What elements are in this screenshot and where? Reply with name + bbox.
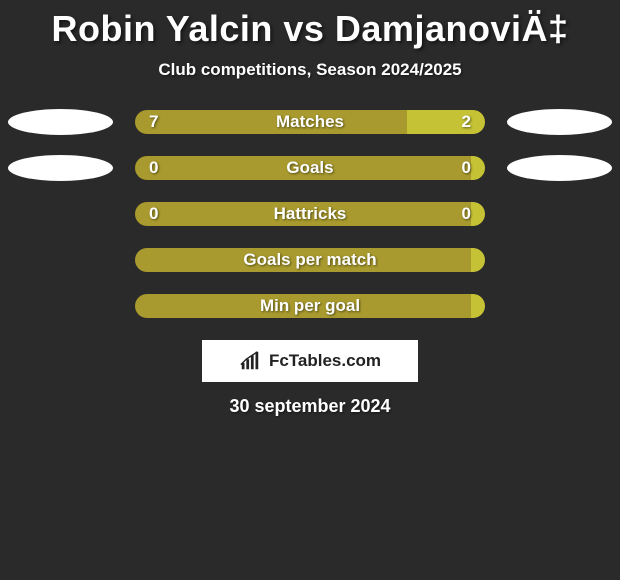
stat-value-right: [471, 294, 485, 318]
stat-value-right: 2: [407, 110, 485, 134]
stats-chart: 72Matches 00Goals 00Hattricks Goals per mat…: [0, 110, 620, 340]
stat-row: Goals per match: [0, 248, 620, 272]
stat-value-right: 0: [471, 156, 485, 180]
stat-row: 00Hattricks: [0, 202, 620, 226]
stat-value-left: [135, 248, 471, 272]
avatar-placeholder-left: [8, 155, 113, 181]
stat-row: Min per goal: [0, 294, 620, 318]
stat-bar: Goals per match: [135, 248, 485, 272]
logo-box: FcTables.com: [202, 340, 418, 382]
stat-value-left: 0: [135, 156, 471, 180]
stat-bar: Min per goal: [135, 294, 485, 318]
stat-bar: 00Goals: [135, 156, 485, 180]
stat-bar: 72Matches: [135, 110, 485, 134]
avatar-placeholder-right: [507, 109, 612, 135]
stat-value-right: 0: [471, 202, 485, 226]
avatar-placeholder-right: [507, 155, 612, 181]
stat-value-left: 7: [135, 110, 407, 134]
subtitle: Club competitions, Season 2024/2025: [158, 60, 461, 80]
bar-chart-icon: [239, 350, 261, 372]
stat-row: 72Matches: [0, 110, 620, 134]
stat-bar: 00Hattricks: [135, 202, 485, 226]
stat-value-left: 0: [135, 202, 471, 226]
date-label: 30 september 2024: [229, 396, 390, 417]
stat-value-left: [135, 294, 471, 318]
avatar-placeholder-left: [8, 109, 113, 135]
stat-row: 00Goals: [0, 156, 620, 180]
page-title: Robin Yalcin vs DamjanoviÄ‡: [51, 8, 568, 50]
logo-text: FcTables.com: [269, 351, 381, 371]
stat-value-right: [471, 248, 485, 272]
